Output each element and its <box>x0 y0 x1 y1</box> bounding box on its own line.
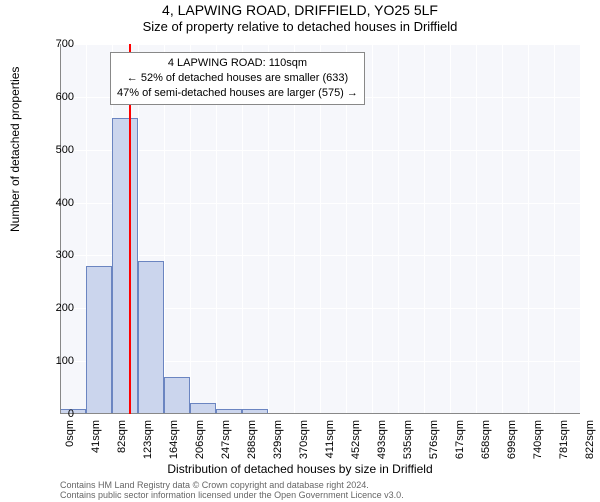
annotation-line: 47% of semi-detached houses are larger (… <box>117 86 358 101</box>
x-tick-label: 164sqm <box>168 420 180 459</box>
y-tick-label: 300 <box>44 249 74 261</box>
gridline-v <box>398 44 399 414</box>
histogram-chart: 4 LAPWING ROAD: 110sqm ← 52% of detached… <box>60 44 580 414</box>
gridline-v <box>580 44 581 414</box>
annotation-line: 4 LAPWING ROAD: 110sqm <box>117 56 358 71</box>
gridline-v <box>502 44 503 414</box>
y-tick-label: 700 <box>44 38 74 50</box>
x-tick-label: 617sqm <box>454 420 466 459</box>
x-tick-label: 535sqm <box>402 420 414 459</box>
gridline-v <box>476 44 477 414</box>
annotation-box: 4 LAPWING ROAD: 110sqm ← 52% of detached… <box>110 52 365 105</box>
y-tick-label: 200 <box>44 302 74 314</box>
histogram-bar <box>112 118 138 414</box>
x-tick-label: 82sqm <box>116 420 128 453</box>
x-tick-label: 781sqm <box>558 420 570 459</box>
x-tick-label: 658sqm <box>480 420 492 459</box>
gridline-v <box>372 44 373 414</box>
x-tick-label: 247sqm <box>220 420 232 459</box>
x-tick-label: 288sqm <box>246 420 258 459</box>
histogram-bar <box>86 266 112 414</box>
y-tick-label: 400 <box>44 197 74 209</box>
x-tick-label: 822sqm <box>584 420 596 459</box>
x-tick-label: 123sqm <box>142 420 154 459</box>
x-axis-title: Distribution of detached houses by size … <box>0 462 600 476</box>
x-tick-label: 699sqm <box>506 420 518 459</box>
footer-text: Contains HM Land Registry data © Crown c… <box>60 480 404 501</box>
x-tick-label: 329sqm <box>272 420 284 459</box>
page-subtitle: Size of property relative to detached ho… <box>0 19 600 34</box>
y-tick-label: 600 <box>44 91 74 103</box>
y-tick-label: 0 <box>44 408 74 420</box>
histogram-bar <box>164 377 190 414</box>
x-tick-label: 493sqm <box>376 420 388 459</box>
x-tick-label: 576sqm <box>428 420 440 459</box>
gridline-h <box>60 414 580 415</box>
x-tick-label: 0sqm <box>64 420 76 447</box>
y-tick-label: 500 <box>44 144 74 156</box>
footer-line: Contains public sector information licen… <box>60 490 404 500</box>
x-tick-label: 370sqm <box>298 420 310 459</box>
y-axis-title: Number of detached properties <box>8 67 22 232</box>
y-tick-label: 100 <box>44 355 74 367</box>
footer-line: Contains HM Land Registry data © Crown c… <box>60 480 404 490</box>
histogram-bar <box>138 261 164 414</box>
page-title: 4, LAPWING ROAD, DRIFFIELD, YO25 5LF <box>0 2 600 18</box>
x-tick-label: 41sqm <box>90 420 102 453</box>
x-tick-label: 206sqm <box>194 420 206 459</box>
x-tick-label: 452sqm <box>350 420 362 459</box>
annotation-line: ← 52% of detached houses are smaller (63… <box>117 71 358 86</box>
x-tick-label: 411sqm <box>324 420 336 458</box>
gridline-v <box>424 44 425 414</box>
gridline-v <box>554 44 555 414</box>
gridline-v <box>450 44 451 414</box>
x-tick-label: 740sqm <box>532 420 544 459</box>
gridline-v <box>528 44 529 414</box>
